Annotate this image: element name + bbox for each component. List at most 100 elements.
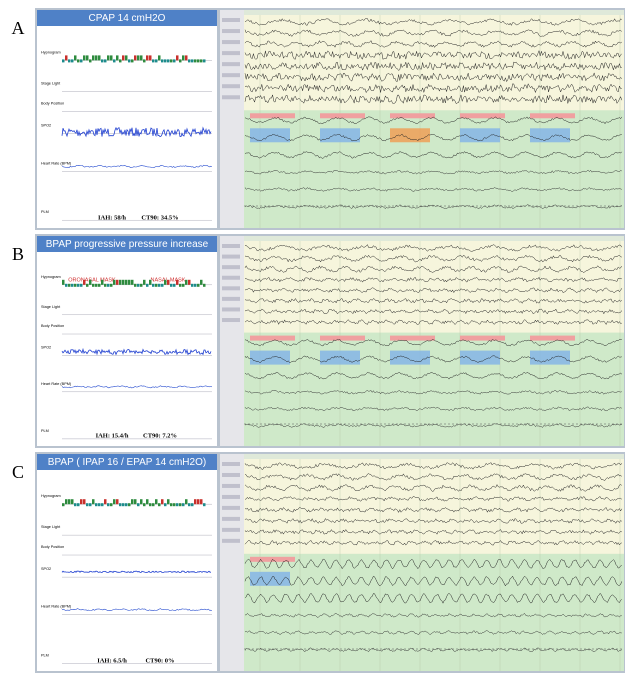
hypnogram-bar xyxy=(173,503,176,506)
hypnogram-bar xyxy=(98,284,101,287)
chan-tag xyxy=(222,29,240,33)
summary-box xyxy=(37,454,217,671)
panel-title: BPAP ( IPAP 16 / EPAP 14 cmH2O) xyxy=(48,457,206,468)
hypnogram-bar xyxy=(152,59,155,62)
hypnogram-bar xyxy=(146,499,149,504)
hypnogram-bar xyxy=(131,499,134,504)
hypnogram-bar xyxy=(140,284,143,287)
hypnogram-bar xyxy=(62,59,65,62)
row-label: SPO2 xyxy=(41,124,51,128)
hypnogram-bar xyxy=(125,503,128,506)
hypnogram-bar xyxy=(116,55,119,60)
hypnogram-bar xyxy=(128,280,131,285)
hypnogram-bar xyxy=(131,280,134,285)
chan-tag xyxy=(222,462,240,466)
chan-tag xyxy=(222,539,240,543)
hypnogram-bar xyxy=(122,55,125,60)
event-red xyxy=(460,113,505,118)
hypnogram-bar xyxy=(107,55,110,60)
hypnogram-bar xyxy=(101,503,104,506)
hypnogram-bar xyxy=(92,499,95,504)
hypnogram-bar xyxy=(191,503,194,506)
hypnogram-bar xyxy=(83,499,86,504)
event-red xyxy=(320,336,365,341)
resp-bg xyxy=(244,333,624,446)
hypnogram-bar xyxy=(98,55,101,60)
chan-tag xyxy=(222,473,240,477)
panel-letter: A xyxy=(12,18,25,38)
event-blue xyxy=(250,128,290,142)
hypnogram-bar xyxy=(68,59,71,62)
hypnogram-bar xyxy=(116,499,119,504)
hypnogram-bar xyxy=(95,503,98,506)
hypnogram-bar xyxy=(65,284,68,287)
chan-tag xyxy=(222,244,240,248)
hypnogram-bar xyxy=(167,280,170,285)
event-red xyxy=(390,336,435,341)
event-red xyxy=(530,336,575,341)
hypnogram-bar xyxy=(185,55,188,60)
top-strip xyxy=(244,454,624,459)
hypnogram-bar xyxy=(65,499,68,504)
event-blue xyxy=(390,351,430,365)
hypnogram-bar xyxy=(185,280,188,285)
hypnogram-bar xyxy=(137,503,140,506)
hypnogram-bar xyxy=(161,284,164,287)
row-label: Stage Light xyxy=(41,305,61,309)
hypnogram-bar xyxy=(194,499,197,504)
hypnogram-bar xyxy=(164,503,167,506)
row-label: Body Position xyxy=(41,101,64,105)
hypnogram-bar xyxy=(197,499,200,504)
row-label: Hypnogram xyxy=(41,275,61,279)
hypnogram-bar xyxy=(128,503,131,506)
hypnogram-bar xyxy=(74,284,77,287)
chan-tag xyxy=(222,73,240,77)
hypnogram-bar xyxy=(134,284,137,287)
hypnogram-bar xyxy=(134,499,137,504)
hypnogram-bar xyxy=(200,59,203,62)
hypnogram-bar xyxy=(164,280,167,285)
hypnogram-bar xyxy=(74,503,77,506)
chan-tag xyxy=(222,318,240,322)
hypnogram-bar xyxy=(65,55,68,60)
chan-tag xyxy=(222,517,240,521)
resp-bg xyxy=(244,110,624,228)
chan-tag xyxy=(222,506,240,510)
hypnogram-bar xyxy=(188,503,191,506)
hypnogram-bar xyxy=(119,503,122,506)
chan-tag xyxy=(222,62,240,66)
hypnogram-bar xyxy=(179,284,182,287)
hypnogram-bar xyxy=(167,499,170,504)
hypnogram-bar xyxy=(188,280,191,285)
hypnogram-bar xyxy=(176,55,179,60)
hypnogram-bar xyxy=(152,284,155,287)
hypnogram-bar xyxy=(68,499,71,504)
top-strip xyxy=(244,236,624,241)
hypnogram-bar xyxy=(122,503,125,506)
row-label: Stage Light xyxy=(41,525,61,529)
event-blue xyxy=(320,351,360,365)
hypnogram-bar xyxy=(119,280,122,285)
hypnogram-bar xyxy=(140,55,143,60)
hypnogram-bar xyxy=(176,503,179,506)
hypnogram-bar xyxy=(158,55,161,60)
hypnogram-bar xyxy=(158,284,161,287)
hypnogram-bar xyxy=(107,503,110,506)
hypnogram-bar xyxy=(182,284,185,287)
chan-tag xyxy=(222,18,240,22)
hypnogram-bar xyxy=(89,59,92,62)
stat: IAH: 58/h xyxy=(98,214,126,221)
chan-tag xyxy=(222,255,240,259)
chan-tag xyxy=(222,528,240,532)
chan-tag xyxy=(222,51,240,55)
hypnogram-bar xyxy=(182,503,185,506)
hypnogram-bar xyxy=(122,280,125,285)
row-label: Heart Rate (BPM) xyxy=(41,382,72,386)
hypnogram-bar xyxy=(203,503,206,506)
hypnogram-bar xyxy=(71,284,74,287)
hypnogram-bar xyxy=(80,59,83,62)
row-label: Body Position xyxy=(41,545,64,549)
hypnogram-bar xyxy=(86,503,89,506)
hypnogram-bar xyxy=(98,503,101,506)
chan-tag xyxy=(222,84,240,88)
